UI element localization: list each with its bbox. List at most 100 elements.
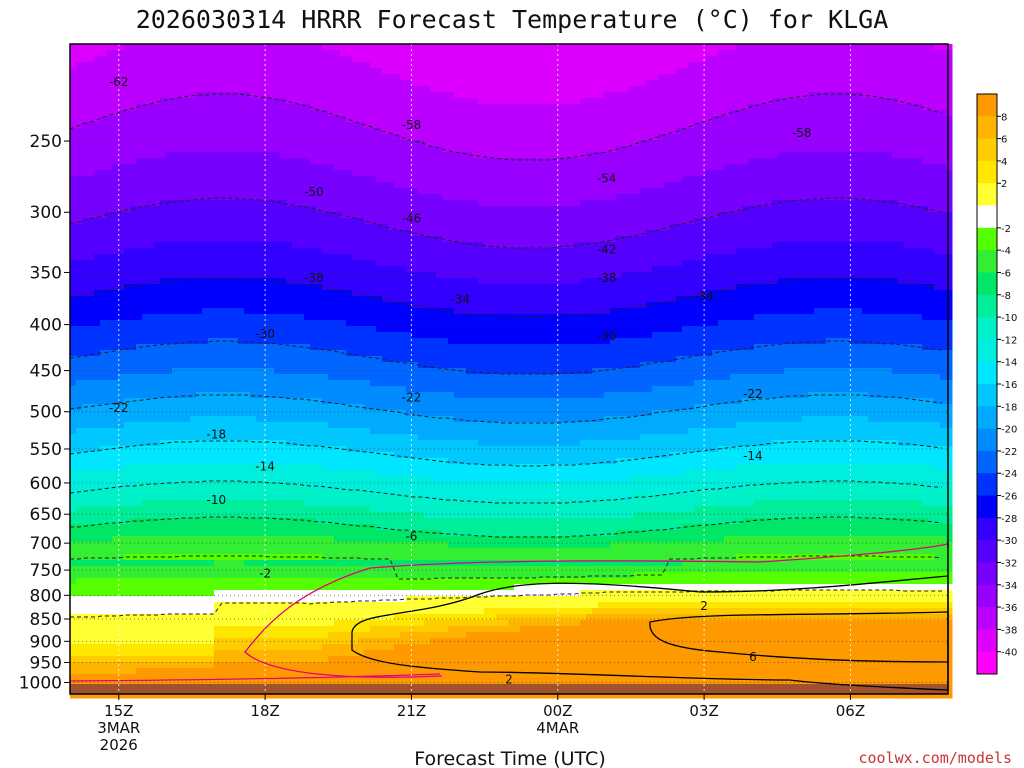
colorbar-tick-label: -12 [1001,335,1017,346]
x-tick-label: 03Z [689,702,718,720]
isotherm-label: -54 [597,171,617,185]
colorbar-tick-label: -16 [1001,380,1017,391]
colorbar-swatch [977,160,997,184]
colorbar-tick-label: -8 [1001,291,1011,302]
y-tick-label: 350 [30,263,62,283]
colorbar-tick-label: -10 [1001,313,1017,324]
colorbar-swatch [977,473,997,496]
colorbar-swatch [977,116,997,140]
isotherm-labels: -62-58-58-54-50-46-42-38 -38-34 -34-30 -30-… [109,75,811,687]
colorbar-swatch [977,227,997,251]
colorbar-tick-label: -32 [1001,558,1017,569]
chart-title: 2026030314 HRRR Forecast Temperature (°C… [136,5,889,34]
x-tick-label: 15Z [104,702,133,720]
isotherm-label: -30 [597,329,617,343]
isotherm-label: -62 [109,75,129,89]
colorbar-tick-label: 6 [1001,135,1007,146]
colorbar-swatch [977,294,997,318]
isotherm-label: 2 [700,599,708,613]
x-tick-label: 06Z [836,702,865,720]
isotherm-label: -58 [792,126,812,140]
colorbar-swatch [977,361,997,385]
colorbar-tick-label: -38 [1001,625,1017,636]
x-tick-label: 18Z [250,702,279,720]
isotherm-lines [69,93,943,618]
colorbar-swatch [977,629,997,653]
colorbar-swatch [977,540,997,563]
colorbar-swatch [977,450,997,474]
y-tick-label: 800 [30,586,62,606]
isotherm-label: -34 [450,292,470,306]
colorbar-tick-label: -40 [1001,648,1017,659]
y-tick-label: 600 [30,474,62,494]
colorbar-tick-label: 8 [1001,112,1007,123]
isotherm-label: -42 [597,242,617,256]
x-tick-label: 3MAR [97,719,140,737]
colorbar-tick-label: -18 [1001,402,1017,413]
colorbar-swatch [977,495,997,519]
colorbar-swatch [977,584,997,608]
colorbar-tick-label: -20 [1001,425,1017,436]
isotherm-label: 6 [749,650,757,664]
isotherm-line [69,480,942,504]
isotherm-label: -22 [109,401,129,415]
isotherm-line [70,516,943,538]
isotherm-label: 2 [505,673,513,687]
y-tick-label: 850 [30,610,62,630]
x-tick-label: 00Z [543,702,572,720]
x-tick-label: 2026 [100,736,138,754]
y-tick-label: 950 [30,653,62,673]
isotherm-label: -2 [259,567,271,581]
colorbar-tick-label: -14 [1001,358,1017,369]
isotherm-label: -50 [304,185,324,199]
isotherm-line [70,589,942,618]
y-tick-label: 550 [30,440,62,460]
colorbar-tick-label: 2 [1001,179,1007,190]
y-tick-label: 300 [30,203,62,223]
isotherm-label: -6 [405,529,417,543]
y-tick-label: 1000 [19,673,62,693]
isotherm-line [69,197,943,249]
colorbar-tick-label: -22 [1001,447,1017,458]
isotherm-label: -22 [743,387,763,401]
colorbar-swatch [977,183,997,206]
colorbar-tick-label: -24 [1001,469,1017,480]
colorbar-swatch [977,651,997,675]
isotherm-label: -30 [255,327,275,341]
colorbar-swatch [977,517,997,541]
colorbar-tick-label: -26 [1001,492,1017,503]
colorbar-swatch [977,562,997,586]
colorbar-tick-label: -2 [1001,224,1011,235]
x-axis-label: Forecast Time (UTC) [414,748,605,768]
isotherm-label: -10 [207,493,227,507]
colorbar-swatch [977,205,997,229]
isotherm-label: -18 [207,428,227,442]
x-tick-label: 4MAR [536,719,579,737]
colorbar-swatch [977,339,997,363]
colorbar-swatch [977,272,997,296]
colorbar: 8 6 4 2 -2 -4 -6 -8 -10 -12 -14 -16 -18 -20 -22 -24 -26 -… [976,93,1017,675]
isotherm-label: -38 [597,271,617,285]
colorbar-swatch [977,384,997,407]
colorbar-swatch [977,428,997,452]
isotherm-label: -38 [304,271,324,285]
y-tick-label: 650 [30,505,62,525]
colorbar-swatch [977,406,997,430]
isotherm-label: -46 [402,212,422,226]
colorbar-swatch [977,138,997,162]
credit-text: coolwx.com/models [858,749,1012,767]
colorbar-tick-label: -34 [1001,581,1017,592]
colorbar-swatch [977,94,997,117]
y-tick-label: 450 [30,362,62,382]
y-tick-label: 750 [30,561,62,581]
plot-frame [69,43,949,695]
isotherm-label: -34 [694,289,714,303]
colorbar-swatch [977,607,997,630]
isotherm-line [69,440,943,467]
isotherm-label: -58 [402,118,422,132]
colorbar-tick-label: -4 [1001,246,1011,257]
y-tick-label: 900 [30,632,62,652]
isotherm-line [70,555,943,580]
isotherm-plus-six [649,611,949,663]
